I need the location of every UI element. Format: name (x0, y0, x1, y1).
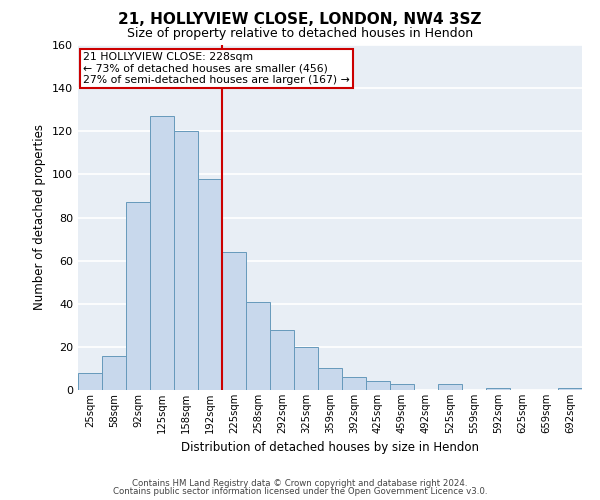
Bar (438, 384, 462, 390)
Bar (246, 302, 270, 390)
Bar (366, 382, 390, 390)
Text: Size of property relative to detached houses in Hendon: Size of property relative to detached ho… (127, 28, 473, 40)
Text: 21, HOLLYVIEW CLOSE, LONDON, NW4 3SZ: 21, HOLLYVIEW CLOSE, LONDON, NW4 3SZ (118, 12, 482, 28)
Bar (198, 178, 222, 390)
X-axis label: Distribution of detached houses by size in Hendon: Distribution of detached houses by size … (181, 442, 479, 454)
Bar (486, 388, 510, 390)
Bar (342, 377, 366, 390)
Text: Contains public sector information licensed under the Open Government Licence v3: Contains public sector information licen… (113, 487, 487, 496)
Y-axis label: Number of detached properties: Number of detached properties (34, 124, 46, 310)
Text: 21 HOLLYVIEW CLOSE: 228sqm
← 73% of detached houses are smaller (456)
27% of sem: 21 HOLLYVIEW CLOSE: 228sqm ← 73% of deta… (83, 52, 350, 85)
Bar (270, 330, 294, 390)
Bar (318, 368, 342, 390)
Bar (222, 252, 246, 390)
Bar (174, 131, 198, 390)
Bar (390, 384, 414, 390)
Bar (126, 202, 150, 390)
Bar (558, 388, 582, 390)
Bar (150, 116, 174, 390)
Bar (294, 347, 318, 390)
Bar (102, 356, 126, 390)
Text: Contains HM Land Registry data © Crown copyright and database right 2024.: Contains HM Land Registry data © Crown c… (132, 478, 468, 488)
Bar (78, 373, 102, 390)
